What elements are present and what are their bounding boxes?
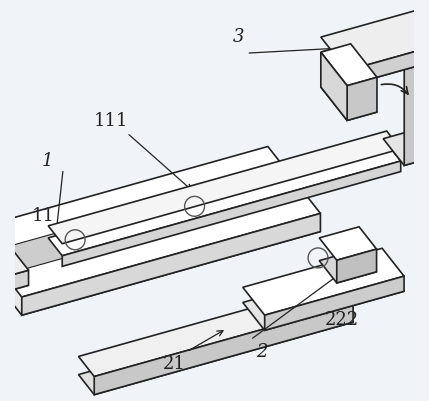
Polygon shape: [321, 9, 429, 71]
Polygon shape: [94, 304, 353, 395]
Text: 2: 2: [257, 343, 268, 361]
Polygon shape: [0, 252, 29, 319]
Polygon shape: [62, 161, 401, 266]
Polygon shape: [22, 213, 320, 315]
Polygon shape: [321, 79, 377, 120]
Polygon shape: [0, 146, 320, 297]
Polygon shape: [321, 52, 347, 120]
Polygon shape: [383, 130, 429, 166]
Polygon shape: [79, 284, 353, 377]
Polygon shape: [347, 43, 429, 86]
Polygon shape: [337, 249, 377, 283]
Polygon shape: [243, 248, 404, 315]
Polygon shape: [319, 227, 377, 260]
Polygon shape: [48, 131, 401, 244]
Text: 3: 3: [233, 28, 244, 46]
Polygon shape: [347, 77, 377, 120]
Polygon shape: [321, 44, 377, 86]
Polygon shape: [0, 208, 163, 275]
Text: 222: 222: [325, 311, 359, 329]
FancyArrowPatch shape: [381, 84, 408, 94]
Polygon shape: [0, 270, 29, 319]
Polygon shape: [0, 237, 29, 304]
Text: 21: 21: [163, 355, 186, 373]
Polygon shape: [417, 190, 429, 237]
Text: 1: 1: [42, 152, 53, 170]
Text: 11: 11: [32, 207, 55, 225]
Polygon shape: [319, 249, 377, 283]
Polygon shape: [404, 54, 429, 166]
Polygon shape: [79, 302, 353, 395]
Polygon shape: [48, 143, 401, 256]
Polygon shape: [0, 165, 320, 315]
Polygon shape: [265, 276, 404, 330]
Polygon shape: [321, 24, 429, 86]
Polygon shape: [383, 27, 429, 63]
Polygon shape: [413, 27, 429, 157]
Polygon shape: [243, 263, 404, 330]
Text: 111: 111: [94, 112, 128, 130]
Polygon shape: [417, 214, 429, 261]
